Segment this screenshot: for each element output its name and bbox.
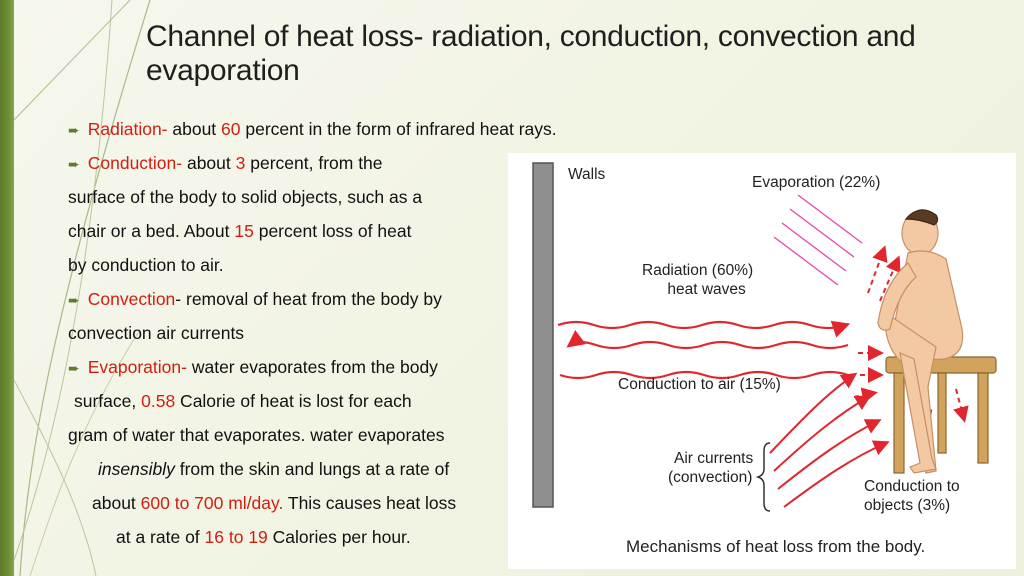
calories-range: 16 to 19	[204, 527, 268, 547]
conduction-line-4: by conduction to air.	[68, 255, 224, 275]
conduction-line-2: surface of the body to solid objects, su…	[68, 187, 423, 207]
rate-value: 600 to 700 ml/day.	[140, 493, 284, 513]
convection-bullet: ➨ Convection- removal of heat from the bo…	[68, 282, 442, 317]
conduction-air-percent: 15	[234, 221, 254, 241]
text: about	[182, 153, 236, 173]
text: from the skin and lungs at a rate of	[174, 459, 450, 479]
evaporation-line-5: about 600 to 700 ml/day. This causes hea…	[92, 486, 456, 520]
convection-line-2: convection air currents	[68, 323, 245, 343]
text: This causes heat loss	[283, 493, 457, 513]
title-line-1: Channel of heat loss- radiation, conduct…	[146, 20, 916, 53]
evaporation-line-2: surface, 0.58 Calorie of heat is lost fo…	[74, 384, 412, 418]
evaporation-line-4: insensibly from the skin and lungs at a …	[98, 452, 449, 486]
arrow-bullet-icon: ➨	[68, 156, 80, 172]
conduction-label: Conduction-	[87, 153, 183, 173]
radiation-bullet: ➨ Radiation- about 60 percent in the form…	[68, 112, 557, 147]
evaporation-label: Evaporation (22%)	[752, 174, 881, 191]
radiation-wave-out	[557, 320, 851, 338]
text: - removal of heat from the body by	[175, 289, 442, 309]
evaporation-spirals	[773, 194, 863, 286]
insensibly-text: insensibly	[98, 459, 175, 479]
arrow-bullet-icon: ➨	[68, 292, 80, 308]
conduction-line-3: chair or a bed. About 15 percent loss of…	[68, 214, 411, 248]
text: percent in the form of infrared heat ray…	[240, 119, 557, 139]
conduction-objects-line-1: Conduction to	[864, 478, 960, 495]
convection-label: Convection	[87, 289, 176, 309]
radiation-wave-in	[566, 330, 849, 350]
text: percent loss of heat	[253, 221, 412, 241]
brace-shape	[755, 442, 771, 512]
person-figure	[877, 209, 964, 474]
air-currents-label: Air currents (convection)	[668, 449, 753, 487]
text: chair or a bed. About	[68, 221, 235, 241]
radiation-percent: 60	[221, 119, 241, 139]
conduction-objects-label: Conduction to objects (3%)	[864, 477, 960, 515]
calorie-value: 0.58	[141, 391, 176, 411]
text: surface,	[74, 391, 142, 411]
evaporation-line-6: at a rate of 16 to 19 Calories per hour.	[116, 520, 411, 554]
heat-loss-figure: Walls Evaporation (22%) Radiation (60%) …	[508, 153, 1016, 569]
text: Calories per hour.	[267, 527, 411, 547]
conduction-bullet: ➨ Conduction- about 3 percent, from the	[68, 146, 383, 181]
air-currents-line-2: (convection)	[668, 469, 753, 486]
evaporation-label: Evaporation-	[87, 357, 187, 377]
conduction-air-label: Conduction to air (15%)	[618, 376, 781, 393]
evaporation-line-3: gram of water that evaporates. water eva…	[68, 425, 445, 445]
text: about	[167, 119, 222, 139]
radiation-wave-back	[559, 370, 849, 380]
conduction-objects-line-2: objects (3%)	[864, 497, 951, 514]
text: percent, from the	[245, 153, 383, 173]
radiation-line-1: Radiation (60%)	[642, 262, 754, 279]
radiation-label: Radiation-	[87, 119, 168, 139]
left-accent-bar	[0, 0, 14, 576]
text: water evaporates from the body	[186, 357, 438, 377]
evaporation-bullet: ➨ Evaporation- water evaporates from the …	[68, 350, 438, 385]
decorative-lines	[13, 0, 151, 576]
title-line-2: evaporation	[146, 54, 300, 87]
conduction-percent: 3	[235, 153, 246, 173]
air-current-arrows	[769, 372, 890, 508]
radiation-line-2: heat waves	[667, 281, 746, 298]
text: at a rate of	[116, 527, 205, 547]
conduction-air-arrows	[853, 345, 884, 404]
text: Calorie of heat is lost for each	[175, 391, 412, 411]
slide-title: Channel of heat loss- radiation, conduct…	[146, 20, 996, 88]
radiation-label: Radiation (60%) heat waves	[642, 261, 753, 299]
arrow-bullet-icon: ➨	[68, 360, 80, 376]
figure-caption: Mechanisms of heat loss from the body.	[626, 537, 926, 556]
walls-label: Walls	[568, 166, 606, 183]
heat-loss-illustration	[532, 162, 997, 512]
stool-shape	[885, 356, 997, 474]
wall-shape	[532, 162, 554, 508]
air-currents-line-1: Air currents	[674, 450, 754, 467]
arrow-bullet-icon: ➨	[68, 122, 80, 138]
text: about	[92, 493, 141, 513]
